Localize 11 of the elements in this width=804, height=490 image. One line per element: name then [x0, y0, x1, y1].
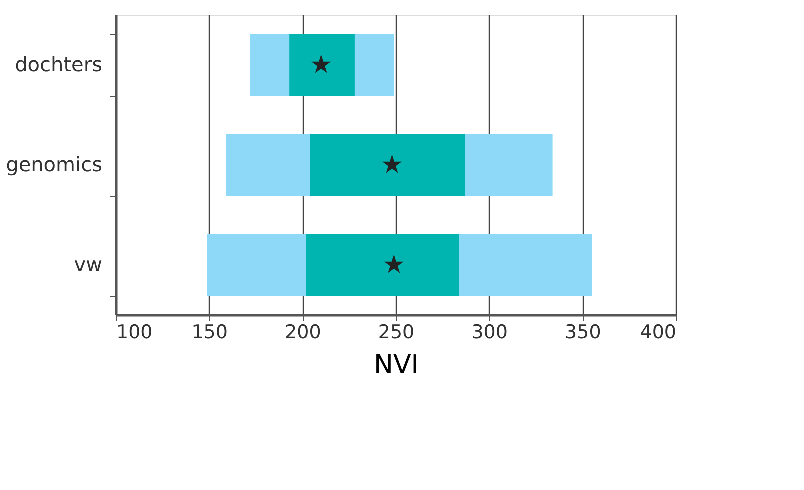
x-tick-label: 300: [472, 322, 508, 344]
x-tick-label: 100: [116, 322, 153, 344]
x-tick-label: 200: [285, 322, 322, 344]
x-tick-label: 350: [565, 322, 602, 344]
x-axis-title: NVI: [374, 350, 419, 380]
y-tick-label: vw: [74, 252, 102, 276]
y-tick-label: dochters: [15, 52, 102, 76]
y-tick-label: genomics: [6, 152, 102, 176]
x-tick-label: 250: [378, 322, 415, 344]
x-tick-label: 400: [640, 322, 676, 344]
x-tick-label: 150: [192, 322, 228, 344]
